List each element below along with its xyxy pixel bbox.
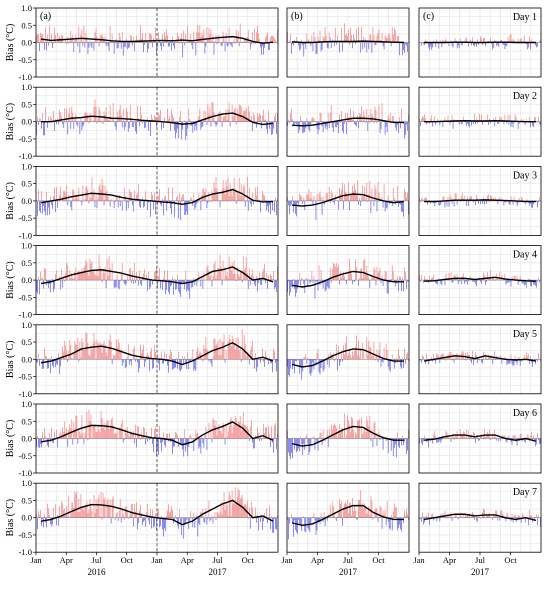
xtick-label: Jan	[30, 555, 42, 565]
ytick-label: 1.0	[21, 161, 32, 171]
ytick-label: -1.0	[19, 72, 32, 82]
xtick-label: Jan	[413, 555, 425, 565]
ytick-label: -0.5	[19, 292, 32, 302]
y-axis-label: Bias (°C)	[5, 261, 16, 299]
row-label-day-5: Day 5	[513, 329, 537, 340]
ytick-label: -0.5	[19, 213, 32, 223]
xtick-label: Jul	[343, 555, 354, 565]
ytick-label: -0.5	[19, 134, 32, 144]
row-label-day-7: Day 7	[513, 487, 537, 498]
ytick-label: -1.0	[19, 310, 32, 320]
xtick-label: Jul	[213, 555, 224, 565]
trend-line	[424, 121, 536, 122]
panel-r1-b	[287, 8, 409, 77]
y-axis-label: Bias (°C)	[5, 420, 16, 458]
ytick-label: 0.0	[21, 434, 32, 444]
row-label-day-6: Day 6	[513, 408, 537, 419]
ytick-label: 1.0	[21, 320, 32, 330]
ytick-label: -0.5	[19, 372, 32, 382]
year-label-2016: 2016	[88, 567, 107, 577]
xtick-label: Apr	[60, 555, 73, 565]
xtick-label: Oct	[242, 555, 255, 565]
ytick-label: 0.0	[21, 354, 32, 364]
ytick-label: 0.5	[21, 337, 32, 347]
panel-label-c: (c)	[423, 11, 434, 22]
ytick-label: 1.0	[21, 399, 32, 409]
xtick-label: Apr	[443, 555, 456, 565]
ytick-label: 0.0	[21, 275, 32, 285]
xtick-label: Jul	[475, 555, 486, 565]
ytick-label: 0.5	[21, 99, 32, 109]
y-axis-label: Bias (°C)	[5, 24, 16, 62]
ytick-label: 0.0	[21, 513, 32, 523]
ytick-label: 1.0	[21, 82, 32, 92]
xtick-label: Oct	[504, 555, 517, 565]
ytick-label: 0.0	[21, 38, 32, 48]
ytick-label: -1.0	[19, 151, 32, 161]
panel-label-b: (b)	[291, 11, 303, 22]
panel-r1-a	[36, 8, 278, 77]
row-label-day-4: Day 4	[513, 250, 537, 261]
ytick-label: 0.5	[21, 495, 32, 505]
ytick-label: -1.0	[19, 468, 32, 478]
panel-r2-b	[287, 87, 409, 156]
y-axis-label: Bias (°C)	[5, 182, 16, 220]
ytick-label: 0.0	[21, 117, 32, 127]
ytick-label: 0.5	[21, 258, 32, 268]
year-label-c: 2017	[471, 567, 490, 577]
xtick-label: Jan	[151, 555, 163, 565]
row-label-day-3: Day 3	[513, 170, 537, 181]
y-axis-label: Bias (°C)	[5, 499, 16, 537]
panel-r5-b	[287, 325, 409, 394]
panel-r7-b	[287, 483, 409, 552]
panel-r4-b	[287, 246, 409, 315]
panel-r6-b	[287, 404, 409, 473]
year-label-b: 2017	[339, 567, 358, 577]
panel-r3-a	[36, 166, 278, 235]
row-label-day-2: Day 2	[513, 91, 537, 102]
y-axis-label: Bias (°C)	[5, 103, 16, 141]
panel-label-a: (a)	[40, 11, 51, 22]
row-label-day-1: Day 1	[513, 12, 537, 23]
ytick-label: 0.5	[21, 179, 32, 189]
xtick-label: Apr	[181, 555, 194, 565]
ytick-label: -0.5	[19, 55, 32, 65]
year-label-2017: 2017	[209, 567, 228, 577]
panel-r6-a	[36, 404, 278, 473]
panel-r7-a	[36, 483, 278, 552]
y-axis-label: Bias (°C)	[5, 340, 16, 378]
ytick-label: 0.5	[21, 20, 32, 30]
panel-r3-b	[287, 166, 409, 235]
ytick-label: 0.0	[21, 196, 32, 206]
ytick-label: 1.0	[21, 3, 32, 13]
panel-r2-a	[36, 87, 278, 156]
ytick-label: -0.5	[19, 451, 32, 461]
panel-r4-a	[36, 246, 278, 315]
ytick-label: 0.5	[21, 416, 32, 426]
ytick-label: 1.0	[21, 478, 32, 488]
xtick-label: Apr	[311, 555, 324, 565]
ytick-label: 1.0	[21, 241, 32, 251]
ytick-label: -0.5	[19, 530, 32, 540]
xtick-label: Jan	[281, 555, 293, 565]
xtick-label: Jul	[92, 555, 103, 565]
panel-r5-a	[36, 325, 278, 394]
ytick-label: -1.0	[19, 230, 32, 240]
xtick-label: Oct	[372, 555, 385, 565]
ytick-label: -1.0	[19, 389, 32, 399]
xtick-label: Oct	[121, 555, 134, 565]
